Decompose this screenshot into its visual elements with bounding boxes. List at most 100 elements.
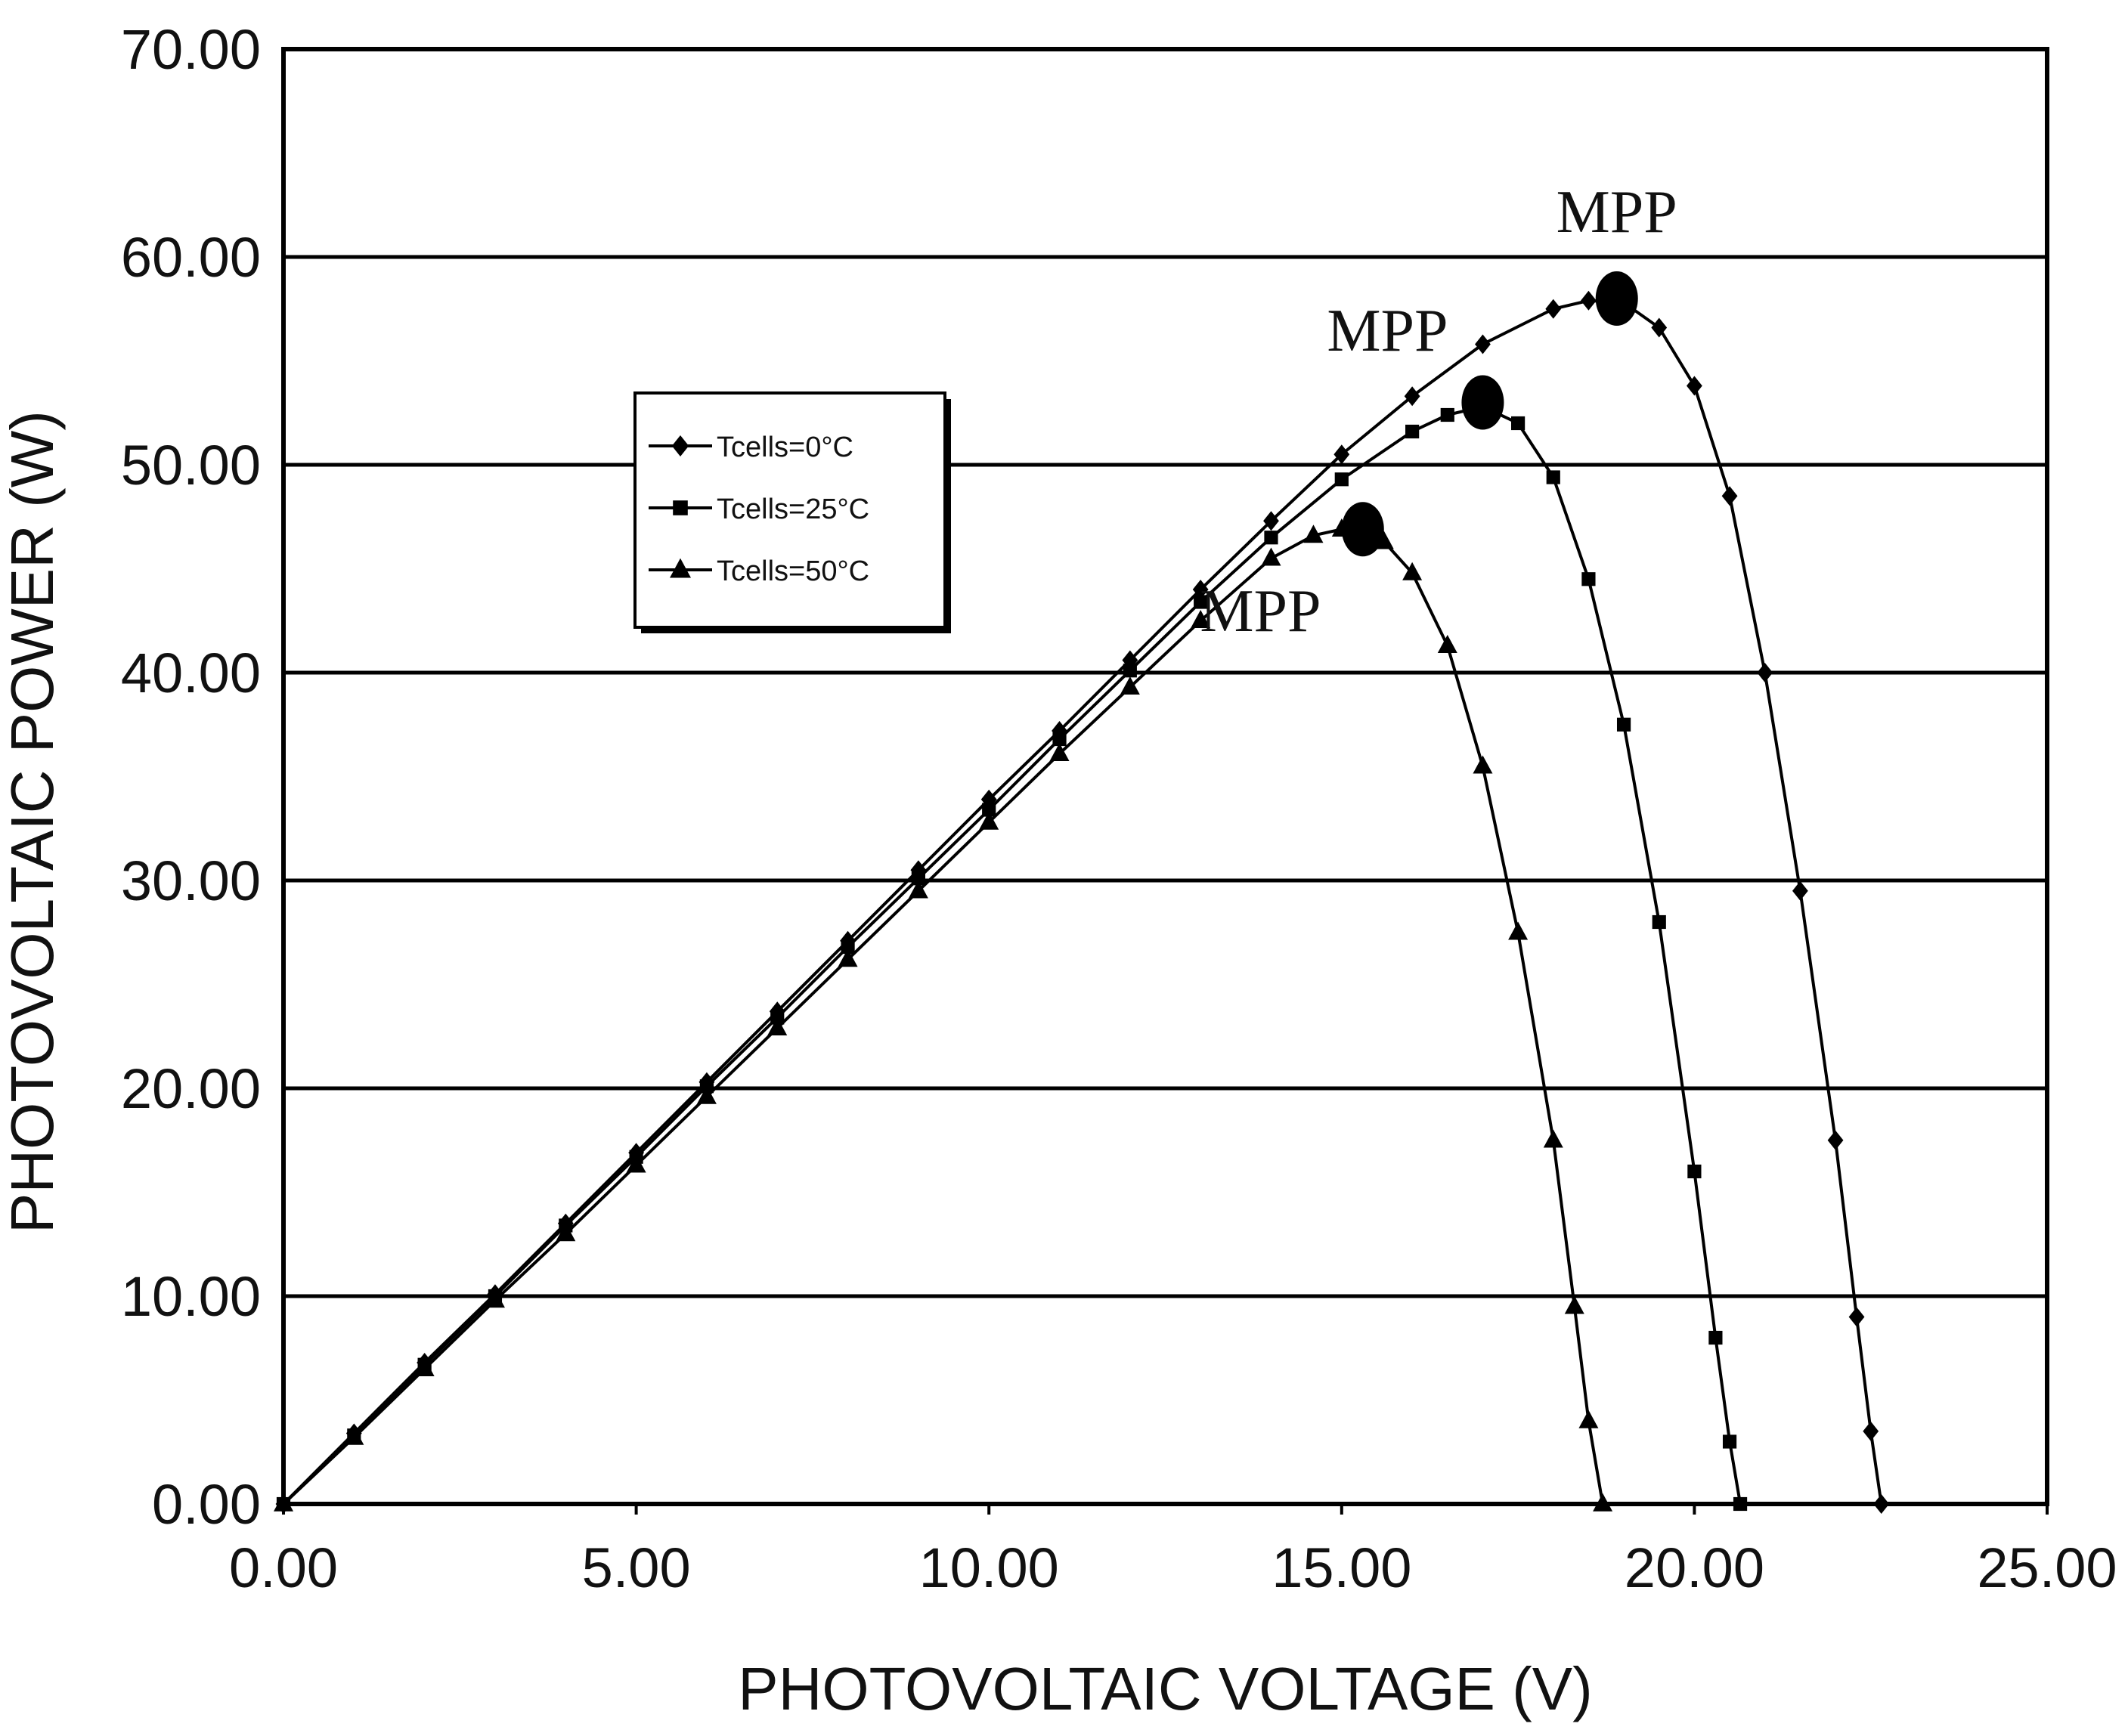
data-point-s0-25 <box>1792 880 1808 901</box>
data-point-s0-15 <box>1333 444 1350 465</box>
data-point-s2-21 <box>1473 755 1493 774</box>
series-group <box>274 290 1890 1514</box>
data-point-s1-9 <box>911 871 925 886</box>
data-point-s0-18 <box>1545 299 1562 319</box>
data-point-s2-0 <box>274 1493 293 1512</box>
data-point-s1-17 <box>1440 407 1454 422</box>
mpp-marker-2 <box>1341 502 1384 557</box>
data-point-s2-8 <box>838 948 858 967</box>
y-tick-label-1: 10.00 <box>121 1265 261 1328</box>
y-tick-label-7: 70.00 <box>121 18 261 81</box>
data-point-s2-26 <box>1593 1493 1613 1512</box>
x-tick-label-3: 15.00 <box>1272 1536 1411 1599</box>
annotations: MPP MPP MPP <box>1200 179 1677 645</box>
data-point-s0-28 <box>1863 1421 1879 1441</box>
data-point-s0-24 <box>1757 663 1773 682</box>
x-tick-label-1: 5.00 <box>582 1536 691 1599</box>
y-axis-title: PHOTOVOLTAIC POWER (W) <box>0 410 66 1233</box>
data-point-s1-13 <box>1194 595 1208 609</box>
data-point-s2-3 <box>485 1289 505 1308</box>
data-point-s0-27 <box>1848 1307 1865 1327</box>
data-point-s0-14 <box>1263 511 1279 531</box>
data-point-s0-22 <box>1687 376 1702 396</box>
mpp-label-1: MPP <box>1327 298 1448 364</box>
data-point-s1-10 <box>982 803 996 817</box>
data-point-s1-27 <box>1733 1496 1748 1512</box>
data-point-s2-24 <box>1564 1295 1584 1314</box>
data-point-s0-21 <box>1651 317 1668 338</box>
data-point-s1-22 <box>1616 717 1631 732</box>
data-point-s1-11 <box>1052 732 1067 747</box>
legend: Tcells=0°C Tcells=25°C Tcells=50°C <box>633 391 951 633</box>
data-point-s1-25 <box>1708 1330 1723 1345</box>
legend-marker-2 <box>670 558 691 578</box>
data-point-s1-24 <box>1687 1164 1702 1179</box>
mpp-label-0: MPP <box>1557 179 1677 246</box>
legend-marker-1 <box>673 500 688 515</box>
data-point-s2-1 <box>344 1426 364 1445</box>
data-point-s2-6 <box>696 1085 717 1104</box>
data-point-s2-13 <box>1191 609 1211 628</box>
data-point-s2-5 <box>626 1154 646 1173</box>
axes: 0.00 10.00 20.00 30.00 40.00 50.00 60.00 70.00 0… <box>0 18 2117 1722</box>
data-point-s1-15 <box>1334 472 1349 487</box>
data-point-s0-19 <box>1581 290 1597 311</box>
data-point-s2-2 <box>414 1357 435 1376</box>
data-point-s2-25 <box>1578 1410 1599 1428</box>
x-tick-label-0: 0.00 <box>229 1536 338 1599</box>
data-point-s0-9 <box>910 860 927 880</box>
data-point-s0-12 <box>1122 650 1138 670</box>
data-point-s1-14 <box>1264 531 1278 545</box>
y-tick-label-3: 30.00 <box>121 849 261 912</box>
data-point-s2-14 <box>1261 547 1281 566</box>
data-point-s2-20 <box>1437 634 1457 653</box>
mpp-marker-1 <box>1461 375 1504 430</box>
data-point-s0-16 <box>1404 386 1420 407</box>
grid-lines <box>283 255 2047 1298</box>
data-point-s1-12 <box>1123 664 1137 678</box>
data-point-s2-12 <box>1120 676 1140 695</box>
y-tick-label-6: 60.00 <box>121 226 261 289</box>
data-point-s2-22 <box>1508 921 1529 940</box>
x-tick-label-2: 10.00 <box>919 1536 1059 1599</box>
data-point-s1-21 <box>1581 572 1596 586</box>
legend-marker-0 <box>671 435 689 456</box>
y-tick-label-0: 0.00 <box>152 1473 261 1536</box>
mpp-marker-0 <box>1595 271 1638 326</box>
legend-label-1: Tcells=25°C <box>717 494 869 525</box>
data-point-s0-29 <box>1873 1494 1890 1514</box>
data-point-s2-23 <box>1543 1129 1563 1148</box>
data-point-s1-20 <box>1546 470 1560 484</box>
legend-label-2: Tcells=50°C <box>717 555 869 587</box>
data-point-s2-11 <box>1049 742 1070 761</box>
data-point-s2-4 <box>556 1223 576 1242</box>
series-tcells-25-c <box>276 399 1748 1512</box>
x-tick-label-5: 25.00 <box>1977 1536 2117 1599</box>
data-point-s0-13 <box>1192 580 1209 599</box>
data-point-s1-23 <box>1652 914 1666 930</box>
data-point-s2-9 <box>908 880 928 899</box>
x-axis-title: PHOTOVOLTAIC VOLTAGE (V) <box>738 1655 1593 1722</box>
data-point-s0-26 <box>1827 1130 1844 1150</box>
data-point-s1-16 <box>1405 424 1420 439</box>
data-point-s1-19 <box>1511 416 1526 431</box>
x-tick-label-4: 20.00 <box>1625 1536 1764 1599</box>
legend-label-0: Tcells=0°C <box>717 432 853 463</box>
data-point-s2-19 <box>1402 562 1423 580</box>
y-tick-label-5: 50.00 <box>121 434 261 497</box>
y-tick-label-2: 20.00 <box>121 1057 261 1120</box>
data-point-s1-8 <box>841 939 855 955</box>
data-point-s1-26 <box>1722 1434 1737 1449</box>
data-point-s0-23 <box>1721 486 1738 506</box>
mpp-label-2: MPP <box>1200 578 1321 645</box>
data-point-s2-15 <box>1303 525 1324 543</box>
data-point-s2-10 <box>979 811 999 830</box>
plot-frame <box>281 47 2049 1506</box>
data-point-s2-7 <box>767 1017 788 1035</box>
y-tick-label-4: 40.00 <box>121 642 261 704</box>
series-line-0 <box>282 299 1883 1505</box>
data-point-s0-17 <box>1475 334 1491 354</box>
